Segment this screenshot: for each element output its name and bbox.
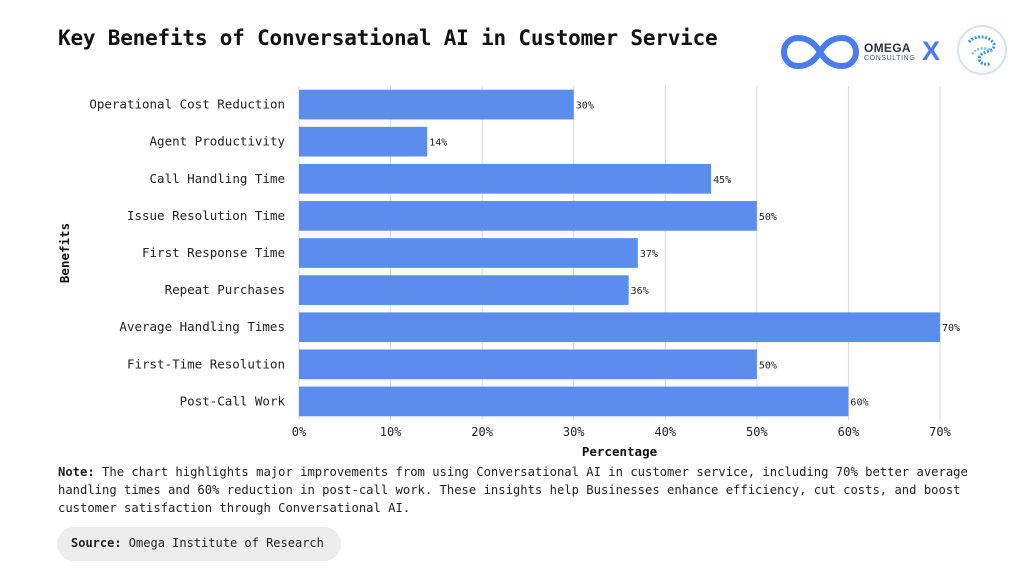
logo-separator: X (922, 36, 941, 66)
y-tick-label: Post-Call Work (180, 393, 286, 408)
bar (299, 386, 849, 417)
bar-chart: 0% 10% 20% 30% 40% 50% 60% 70% Operational Cost … (57, 86, 960, 459)
bar (299, 312, 940, 343)
bar (299, 349, 757, 380)
data-label: 36% (631, 286, 649, 297)
data-label: 30% (576, 101, 594, 112)
note-text: The chart highlights major improvements … (58, 465, 968, 515)
y-tick-label: Issue Resolution Time (127, 208, 285, 223)
y-tick-label: Average Handling Times (119, 319, 285, 334)
omega-wordmark: OMEGA CONSULTING (864, 42, 915, 63)
data-label: 37% (640, 249, 658, 260)
note-label: Note: (58, 465, 95, 479)
x-tick-label: 30% (563, 425, 585, 439)
x-axis-title: Percentage (582, 444, 658, 459)
y-axis-title: Benefits (57, 223, 72, 283)
y-tick-label: Call Handling Time (150, 171, 285, 186)
x-tick-label: 50% (746, 425, 768, 439)
source-text: Omega Institute of Research (121, 536, 324, 550)
bar (299, 163, 712, 194)
data-label: 14% (429, 138, 447, 149)
source-badge: Source: Omega Institute of Research (57, 527, 341, 561)
y-tick-label: Agent Productivity (150, 134, 286, 149)
data-label: 45% (713, 175, 731, 186)
logo-group: OMEGA CONSULTING X (780, 24, 1010, 80)
chart-note: Note: The chart highlights major improve… (58, 463, 978, 517)
data-label: 50% (759, 212, 777, 223)
x-tick-label: 70% (929, 425, 951, 439)
x-tick-label: 60% (838, 425, 860, 439)
x-tick-label: 10% (380, 425, 402, 439)
bar (299, 238, 638, 268)
bar (299, 275, 629, 305)
data-label: 50% (759, 360, 777, 371)
y-tick-label: First-Time Resolution (127, 356, 285, 371)
source-label: Source: (71, 536, 122, 550)
bar (299, 201, 757, 231)
data-label: 60% (850, 397, 868, 408)
y-tick-label: First Response Time (142, 245, 285, 260)
bar (299, 126, 428, 157)
omega-name: OMEGA (864, 41, 911, 55)
x-tick-label: 40% (654, 425, 676, 439)
chart-title: Key Benefits of Conversational AI in Cus… (58, 26, 718, 50)
bar (299, 89, 574, 120)
x-tick-label: 20% (471, 425, 493, 439)
data-label: 70% (942, 323, 960, 334)
omega-sub: CONSULTING (864, 55, 916, 62)
x-tick-label: 0% (292, 425, 307, 439)
y-tick-label: Repeat Purchases (165, 282, 285, 297)
omega-logo-icon (780, 34, 860, 70)
partner-logo-icon (957, 25, 1007, 75)
y-tick-label: Operational Cost Reduction (89, 97, 285, 112)
